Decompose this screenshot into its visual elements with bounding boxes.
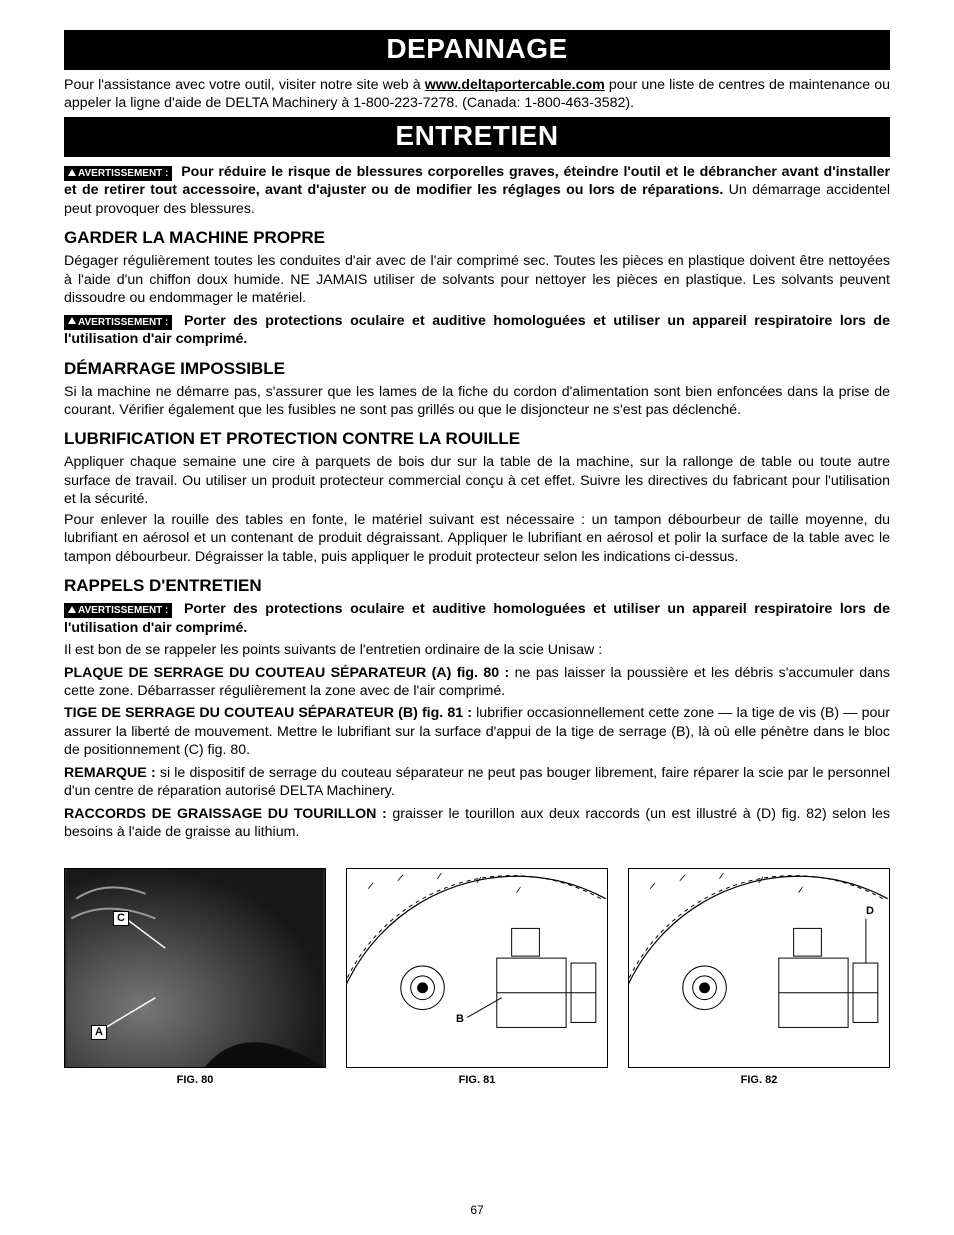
warn3-bold: Porter des protections oculaire et audit… (64, 601, 890, 635)
remark-bold: REMARQUE : (64, 765, 156, 781)
section-banner-entretien: ENTRETIEN (64, 117, 890, 157)
section-banner-depannage: DEPANNAGE (64, 30, 890, 70)
plaque-bold: PLAQUE DE SERRAGE DU COUTEAU SÉPARATEUR … (64, 665, 509, 681)
warning-icon: AVERTISSEMENT : (64, 166, 172, 181)
tige-bold: TIGE DE SERRAGE DU COUTEAU SÉPARATEUR (B… (64, 705, 472, 721)
warning-icon: AVERTISSEMENT : (64, 603, 172, 618)
fig80-label-a: A (91, 1025, 107, 1040)
manual-page: DEPANNAGE Pour l'assistance avec votre o… (0, 0, 954, 1235)
heading-demarrage: DÉMARRAGE IMPOSSIBLE (64, 359, 890, 379)
warning-label-text: AVERTISSEMENT : (78, 605, 168, 616)
heading-lubrification: LUBRIFICATION ET PROTECTION CONTRE LA RO… (64, 429, 890, 449)
fig81-label-b: B (453, 1013, 467, 1026)
fig80-label-c: C (113, 911, 129, 926)
remark-text: si le dispositif de serrage du couteau s… (64, 765, 890, 799)
triangle-icon (68, 169, 76, 176)
fig82-caption: FIG. 82 (628, 1074, 890, 1086)
remarque-paragraph: REMARQUE : si le dispositif de serrage d… (64, 764, 890, 801)
triangle-icon (68, 317, 76, 324)
fig80-image: C A (64, 868, 326, 1068)
assistance-url: www.deltaportercable.com (425, 77, 605, 93)
figure-82: D FIG. 82 (628, 868, 890, 1086)
warn2-bold: Porter des protections oculaire et audit… (64, 313, 890, 347)
warning-paragraph-2: AVERTISSEMENT : Porter des protections o… (64, 312, 890, 349)
tige-paragraph: TIGE DE SERRAGE DU COUTEAU SÉPARATEUR (B… (64, 704, 890, 759)
figure-80: C A FIG. 80 (64, 868, 326, 1086)
figures-row: C A FIG. 80 (64, 868, 890, 1086)
fig82-image: D (628, 868, 890, 1068)
demarrage-text: Si la machine ne démarre pas, s'assurer … (64, 383, 890, 420)
triangle-icon (68, 606, 76, 613)
plaque-paragraph: PLAQUE DE SERRAGE DU COUTEAU SÉPARATEUR … (64, 664, 890, 701)
fig81-image: B (346, 868, 608, 1068)
fig80-caption: FIG. 80 (64, 1074, 326, 1086)
warning-label-text: AVERTISSEMENT : (78, 317, 168, 328)
warning-label-text: AVERTISSEMENT : (78, 168, 168, 179)
raccord-paragraph: RACCORDS DE GRAISSAGE DU TOURILLON : gra… (64, 805, 890, 842)
propre-text: Dégager régulièrement toutes les conduit… (64, 252, 890, 307)
rappels-intro: Il est bon de se rappeler les points sui… (64, 641, 890, 659)
lubrif-p1: Appliquer chaque semaine une cire à parq… (64, 453, 890, 508)
warning-paragraph-1: AVERTISSEMENT : Pour réduire le risque d… (64, 163, 890, 218)
fig81-caption: FIG. 81 (346, 1074, 608, 1086)
heading-rappels: RAPPELS D'ENTRETIEN (64, 576, 890, 596)
raccord-bold: RACCORDS DE GRAISSAGE DU TOURILLON : (64, 806, 387, 822)
warning-icon: AVERTISSEMENT : (64, 315, 172, 330)
page-number: 67 (0, 1203, 954, 1217)
assistance-text-1: Pour l'assistance avec votre outil, visi… (64, 77, 425, 93)
assistance-paragraph: Pour l'assistance avec votre outil, visi… (64, 76, 890, 113)
lubrif-p2: Pour enlever la rouille des tables en fo… (64, 511, 890, 566)
fig82-label-d: D (863, 905, 877, 918)
warning-paragraph-3: AVERTISSEMENT : Porter des protections o… (64, 600, 890, 637)
heading-garder-propre: GARDER LA MACHINE PROPRE (64, 228, 890, 248)
figure-81: B FIG. 81 (346, 868, 608, 1086)
